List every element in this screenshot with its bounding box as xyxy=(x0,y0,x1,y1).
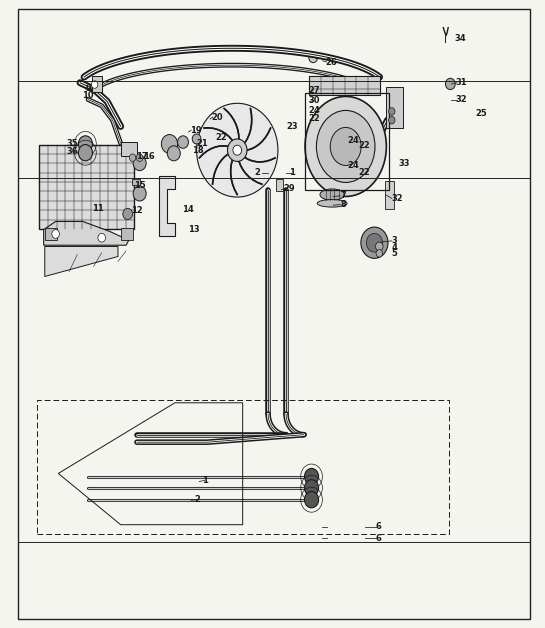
Circle shape xyxy=(161,134,178,153)
FancyBboxPatch shape xyxy=(310,77,380,95)
Circle shape xyxy=(133,186,146,201)
Bar xyxy=(131,179,140,185)
Text: 30: 30 xyxy=(309,96,320,106)
Bar xyxy=(305,94,389,190)
Text: 9: 9 xyxy=(86,84,91,94)
Circle shape xyxy=(305,468,319,485)
Text: 6: 6 xyxy=(376,534,382,543)
Circle shape xyxy=(366,234,383,252)
Circle shape xyxy=(197,103,278,197)
Ellipse shape xyxy=(330,127,361,165)
Text: 33: 33 xyxy=(399,160,410,168)
Circle shape xyxy=(78,144,93,161)
Circle shape xyxy=(389,107,395,115)
Text: 6: 6 xyxy=(376,522,382,531)
Polygon shape xyxy=(45,246,118,276)
Text: 22: 22 xyxy=(309,114,320,123)
Bar xyxy=(93,77,102,92)
Text: 1: 1 xyxy=(202,476,208,485)
Bar xyxy=(45,228,57,241)
Text: 26: 26 xyxy=(326,58,337,67)
Circle shape xyxy=(167,146,180,161)
Circle shape xyxy=(129,154,136,161)
Circle shape xyxy=(445,78,455,90)
Circle shape xyxy=(52,230,59,239)
Text: 25: 25 xyxy=(476,109,488,119)
Text: 8: 8 xyxy=(340,200,346,209)
Text: 4: 4 xyxy=(392,242,398,252)
Bar xyxy=(37,399,449,534)
Ellipse shape xyxy=(317,111,375,183)
Circle shape xyxy=(98,234,106,242)
Text: 10: 10 xyxy=(82,91,93,100)
Text: 5: 5 xyxy=(392,249,398,259)
Text: 24: 24 xyxy=(309,106,320,115)
Text: 1: 1 xyxy=(289,168,295,177)
Text: 35: 35 xyxy=(66,139,78,148)
Text: 22: 22 xyxy=(358,168,370,176)
Circle shape xyxy=(361,227,388,258)
Text: 3: 3 xyxy=(392,236,397,246)
Text: 31: 31 xyxy=(455,77,467,87)
Text: 22: 22 xyxy=(358,141,370,149)
Circle shape xyxy=(178,136,189,148)
Circle shape xyxy=(233,145,241,155)
Circle shape xyxy=(78,136,93,152)
Text: 14: 14 xyxy=(182,205,193,214)
Text: 22: 22 xyxy=(216,133,227,141)
Text: 17: 17 xyxy=(136,152,148,161)
Text: 2: 2 xyxy=(255,168,261,177)
Bar xyxy=(276,179,283,192)
Text: 15: 15 xyxy=(134,181,146,190)
Text: 24: 24 xyxy=(347,161,359,170)
Text: 32: 32 xyxy=(392,194,403,203)
Text: 13: 13 xyxy=(189,225,200,234)
Text: 32: 32 xyxy=(455,95,467,104)
Text: 11: 11 xyxy=(92,205,104,214)
Circle shape xyxy=(123,208,132,220)
Circle shape xyxy=(136,154,143,161)
Text: 34: 34 xyxy=(454,35,466,43)
Text: 20: 20 xyxy=(212,112,223,122)
Circle shape xyxy=(227,139,247,161)
Text: 18: 18 xyxy=(192,146,204,155)
Text: 19: 19 xyxy=(190,126,201,134)
Bar xyxy=(120,228,132,241)
Ellipse shape xyxy=(317,200,347,207)
Circle shape xyxy=(376,249,383,257)
Ellipse shape xyxy=(320,189,344,200)
Text: 21: 21 xyxy=(197,139,208,148)
FancyBboxPatch shape xyxy=(386,87,403,127)
Text: 27: 27 xyxy=(309,85,320,95)
Text: 23: 23 xyxy=(286,122,298,131)
Bar xyxy=(120,142,137,156)
Bar xyxy=(39,144,134,229)
Circle shape xyxy=(192,134,201,144)
Text: 29: 29 xyxy=(283,185,295,193)
Text: 24: 24 xyxy=(347,136,359,144)
Circle shape xyxy=(305,492,319,508)
Circle shape xyxy=(92,81,98,89)
Circle shape xyxy=(305,480,319,496)
Circle shape xyxy=(309,53,318,63)
Text: 12: 12 xyxy=(131,207,143,215)
Text: 7: 7 xyxy=(340,192,346,200)
Circle shape xyxy=(389,116,395,124)
Text: 2: 2 xyxy=(194,495,200,504)
Circle shape xyxy=(133,156,146,171)
Bar xyxy=(385,181,394,209)
Text: 16: 16 xyxy=(143,152,155,161)
Polygon shape xyxy=(44,222,129,245)
Polygon shape xyxy=(159,176,175,236)
Ellipse shape xyxy=(305,97,386,197)
Circle shape xyxy=(376,242,383,251)
Text: 36: 36 xyxy=(66,147,78,156)
